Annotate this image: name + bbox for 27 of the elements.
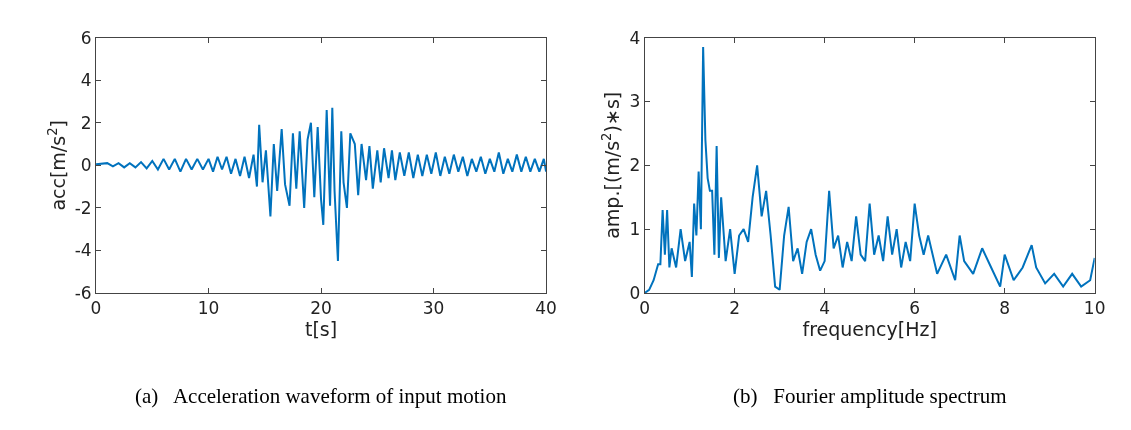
x-tick-label: 30 bbox=[422, 298, 445, 319]
x-tick-label: 20 bbox=[310, 298, 332, 319]
y-tick-label: 6 bbox=[80, 27, 92, 48]
y-tick-label: 3 bbox=[629, 91, 641, 112]
x-tick-label: 2 bbox=[729, 298, 741, 319]
y-tick-label: -2 bbox=[74, 197, 92, 218]
y-tick-label: 0 bbox=[629, 282, 641, 303]
x-tick-label: 8 bbox=[999, 298, 1011, 319]
x-tick-label: 6 bbox=[909, 298, 921, 319]
x-tick-label: 40 bbox=[535, 298, 557, 319]
x-tick-label: 10 bbox=[1083, 298, 1106, 319]
y-tick-label: 2 bbox=[80, 112, 92, 133]
y-tick-label: 1 bbox=[629, 219, 641, 240]
x-axis-title: frequency[Hz] bbox=[802, 318, 937, 341]
y-tick-label: 4 bbox=[629, 27, 641, 48]
line-series bbox=[644, 46, 1095, 293]
y-tick-label: -4 bbox=[74, 240, 92, 261]
y-tick-label: 4 bbox=[80, 70, 92, 91]
x-tick-label: 10 bbox=[197, 298, 220, 319]
x-tick-label: 4 bbox=[819, 298, 831, 319]
text: (b) Fourier amplitude spectrum bbox=[733, 384, 1007, 408]
y-tick-label: -6 bbox=[74, 282, 92, 303]
x-axis-title: t[s] bbox=[304, 318, 338, 341]
y-tick-label: 0 bbox=[80, 155, 92, 176]
text: (a) Acceleration waveform of input motion bbox=[135, 384, 507, 408]
y-tick-label: 2 bbox=[629, 155, 641, 176]
line-series bbox=[96, 106, 547, 263]
